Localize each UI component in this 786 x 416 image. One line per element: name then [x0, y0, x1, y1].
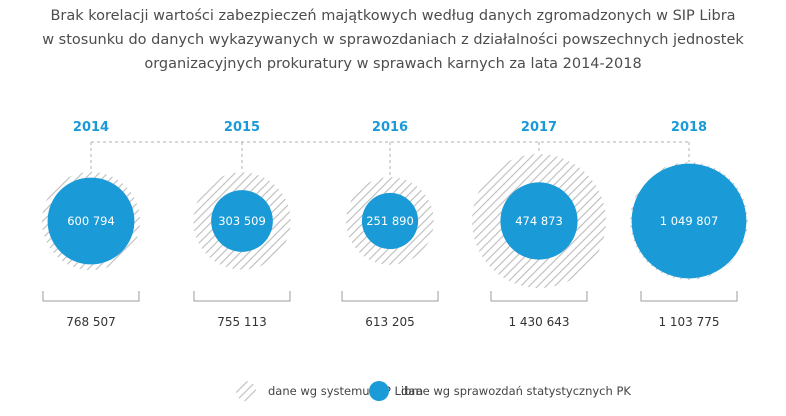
year-label-2015: 2015 — [224, 120, 260, 135]
inner-value-label-2018: 1 049 807 — [660, 214, 719, 228]
year-label-2014: 2014 — [73, 120, 109, 135]
legend-label-sprawozdania: dane wg sprawozdań statystycznych PK — [401, 384, 631, 398]
outer-value-label-2016: 613 205 — [365, 315, 415, 329]
value-brackets — [42, 291, 738, 302]
inner-value-label-2017: 474 873 — [515, 214, 563, 228]
bubble-sprawozdania-2016 — [361, 192, 419, 250]
legend-label-sip-libra: dane wg systemu SIP Libra — [268, 384, 423, 398]
legend: dane wg systemu SIP Libra dane wg sprawo… — [236, 381, 631, 401]
inner-value-label-2016: 251 890 — [366, 214, 414, 228]
bracket-2017 — [490, 291, 588, 302]
year-label-2018: 2018 — [671, 120, 707, 135]
chart-title: Brak korelacji wartości zabezpieczeń maj… — [0, 4, 786, 76]
outer-value-label-2014: 768 507 — [66, 315, 116, 329]
bracket-2014 — [42, 291, 140, 302]
outer-value-label-2018: 1 103 775 — [658, 315, 719, 329]
sip-libra-value-labels: 768 507 755 113 613 205 1 430 643 1 103 775 — [66, 315, 719, 329]
bubbles: 600 794 303 509 251 890 474 873 1 049 807 — [41, 154, 748, 288]
inner-value-label-2014: 600 794 — [67, 214, 115, 228]
bubble-sprawozdania-2017 — [500, 182, 578, 260]
bracket-2016 — [341, 291, 439, 302]
year-connectors — [90, 141, 690, 178]
legend-solid-swatch — [369, 381, 389, 401]
legend-hatched-swatch — [236, 381, 256, 401]
bracket-2018 — [640, 291, 738, 302]
bubble-sprawozdania-2018 — [631, 163, 747, 279]
year-label-2016: 2016 — [372, 120, 408, 135]
inner-value-label-2015: 303 509 — [218, 214, 266, 228]
title-line-2: w stosunku do danych wykazywanych w spra… — [42, 32, 744, 48]
outer-value-label-2015: 755 113 — [217, 315, 267, 329]
bubble-sprawozdania-2014 — [47, 177, 135, 265]
year-labels: 2014 2015 2016 2017 2018 — [73, 120, 707, 135]
year-label-2017: 2017 — [521, 120, 557, 135]
bracket-2015 — [193, 291, 291, 302]
title-line-3: organizacyjnych prokuratury w sprawach k… — [144, 56, 642, 72]
outer-value-label-2017: 1 430 643 — [508, 315, 569, 329]
title-line-1: Brak korelacji wartości zabezpieczeń maj… — [50, 8, 736, 24]
bubble-sprawozdania-2015 — [211, 190, 273, 252]
